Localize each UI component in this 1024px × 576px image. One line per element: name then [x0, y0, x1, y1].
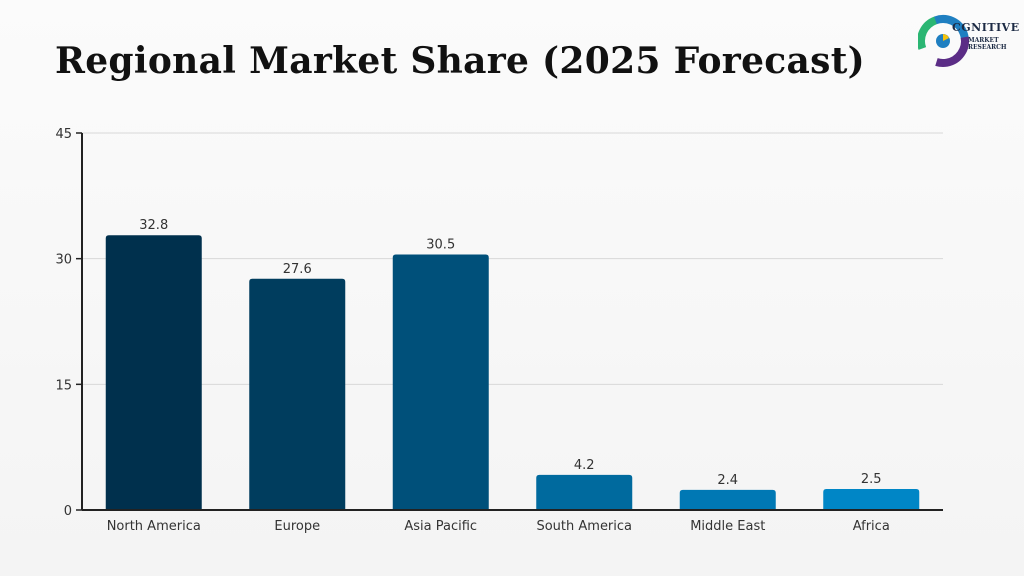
bar-europe	[249, 278, 346, 510]
category-label: North America	[107, 519, 201, 534]
y-tick-label: 45	[55, 127, 72, 142]
category-label: Asia Pacific	[404, 519, 477, 534]
bar-south-america	[536, 474, 633, 510]
bar-africa	[823, 489, 920, 510]
value-label: 2.4	[717, 473, 738, 488]
bar-north-america	[105, 235, 202, 510]
bars	[105, 235, 920, 510]
value-label: 4.2	[574, 458, 595, 473]
category-label: South America	[536, 519, 632, 534]
logo-wordmark: CGNITIVE	[952, 21, 1020, 34]
value-label: 2.5	[861, 472, 882, 487]
y-axis-ticks: 0 15 30 45	[55, 127, 82, 519]
value-label: 32.8	[139, 218, 168, 233]
category-label: Africa	[853, 519, 890, 534]
logo-subtitle: MARKET RESEARCH	[968, 37, 1007, 51]
logo-sub-line1: MARKET	[968, 37, 999, 44]
page-title: Regional Market Share (2025 Forecast)	[55, 40, 865, 82]
y-tick-label: 15	[55, 378, 72, 393]
value-labels: 32.8 27.6 30.5 4.2 2.4 2.5	[139, 218, 881, 488]
logo-sub-line2: RESEARCH	[968, 44, 1007, 51]
y-tick-label: 0	[64, 504, 72, 519]
category-labels: North America Europe Asia Pacific South Ame…	[107, 519, 890, 534]
value-label: 30.5	[426, 237, 455, 252]
category-label: Europe	[274, 519, 320, 534]
bar-asia-pacific	[392, 254, 489, 510]
grid-lines	[82, 132, 943, 385]
bar-middle-east	[679, 489, 776, 510]
value-label: 27.6	[283, 262, 312, 277]
y-tick-label: 30	[55, 253, 72, 268]
category-label: Middle East	[690, 519, 765, 534]
company-logo-icon	[918, 15, 969, 67]
